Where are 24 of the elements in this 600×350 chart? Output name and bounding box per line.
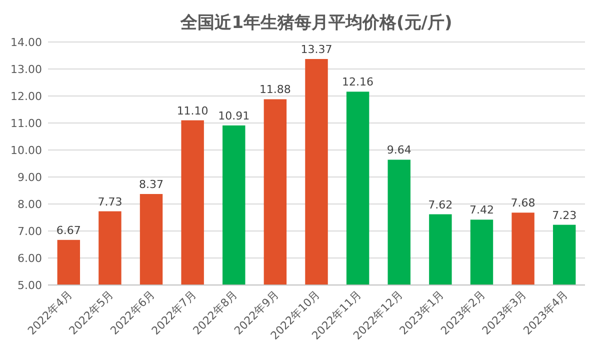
value-label: 7.42 bbox=[469, 204, 494, 217]
value-label: 13.37 bbox=[300, 43, 332, 56]
value-label: 9.64 bbox=[386, 144, 412, 157]
ytick: 7.00 bbox=[18, 225, 42, 238]
value-label: 12.16 bbox=[342, 76, 374, 89]
ytick: 10.00 bbox=[10, 144, 42, 157]
value-label: 7.73 bbox=[98, 195, 122, 208]
ytick: 8.00 bbox=[18, 198, 42, 211]
title: 全国近1年生猪每月平均价格(元/斤) bbox=[180, 13, 452, 33]
value-label: 7.68 bbox=[510, 196, 536, 210]
ytick: 12.00 bbox=[10, 90, 42, 103]
value-label: 6.67 bbox=[56, 224, 81, 237]
value-label: 8.37 bbox=[139, 178, 164, 191]
value-label: 7.62 bbox=[428, 198, 453, 212]
ytick: 9.00 bbox=[18, 171, 42, 184]
value-label: 7.23 bbox=[552, 208, 577, 222]
value-label: 11.10 bbox=[176, 104, 208, 118]
ytick: 6.00 bbox=[18, 252, 42, 265]
value-label: 10.91 bbox=[218, 109, 250, 122]
ytick: 13.00 bbox=[10, 63, 42, 76]
ytick: 5.00 bbox=[18, 279, 42, 292]
ytick: 11.00 bbox=[10, 117, 42, 130]
ytick: 14.00 bbox=[10, 36, 42, 49]
value-label: 11.88 bbox=[259, 83, 291, 96]
